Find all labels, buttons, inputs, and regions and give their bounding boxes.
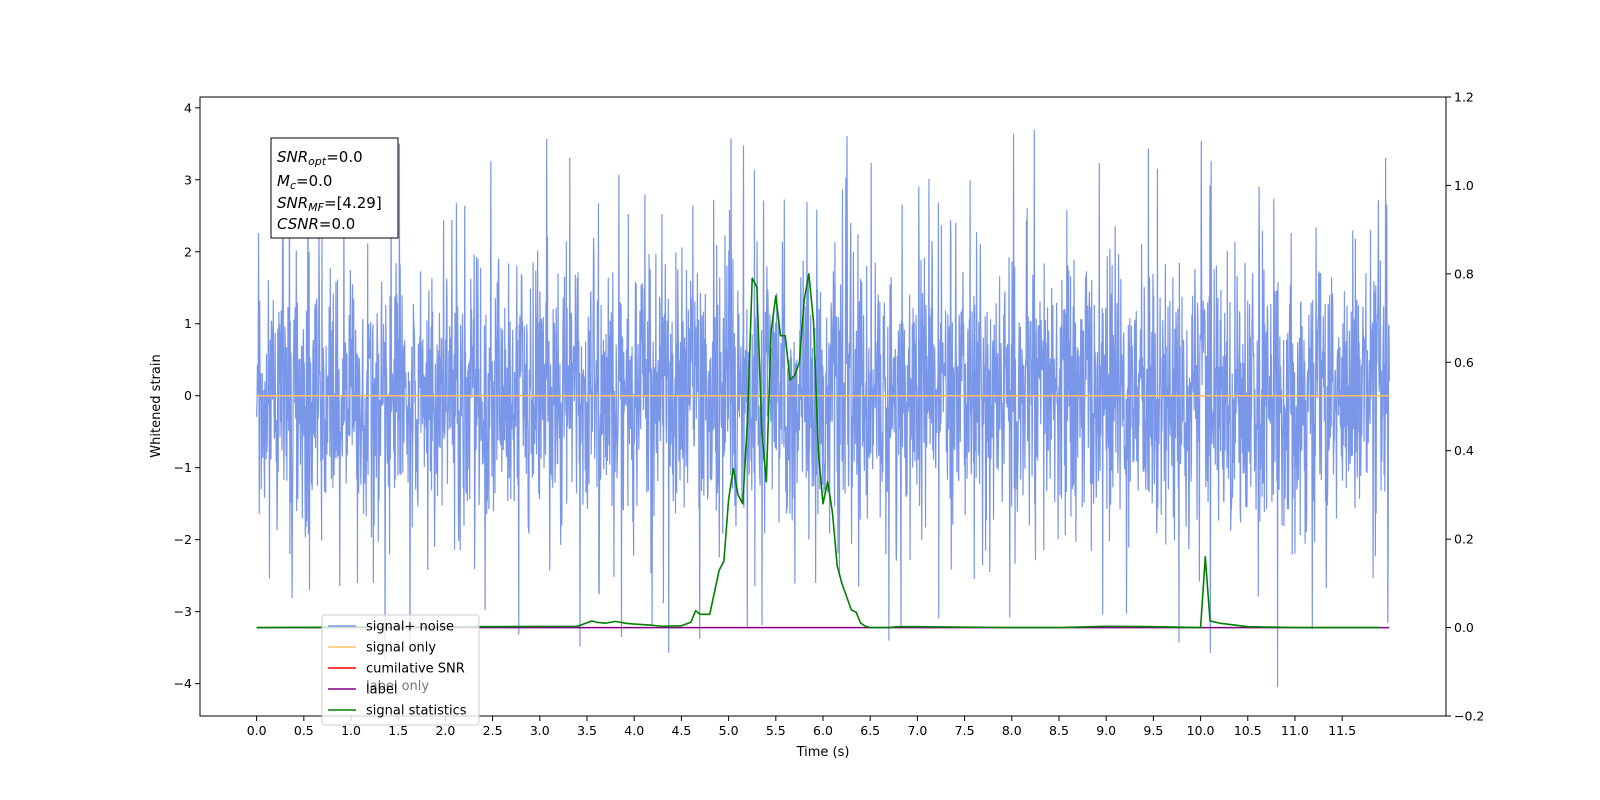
x-tick-label: 3.0 xyxy=(530,723,550,738)
x-tick-label: 2.0 xyxy=(435,723,455,738)
stats-line-snr-opt: SNRopt=0.0 xyxy=(277,148,363,168)
x-axis-label: Time (s) xyxy=(796,745,850,760)
stats-line-mc: Mc=0.0 xyxy=(277,172,332,192)
stats-line-snr-mf: SNRMF=[4.29] xyxy=(277,194,382,214)
x-tick-label: 8.5 xyxy=(1049,723,1069,738)
legend: label only signal+ noise signal only cumil… xyxy=(321,614,480,726)
legend-label: signal+ noise xyxy=(366,620,454,635)
legend-hidden-text: label only xyxy=(366,679,429,694)
y-right-tick-label: 0.6 xyxy=(1454,355,1474,370)
signal-statistics-series xyxy=(256,273,1380,629)
y-left-tick-label: −1 xyxy=(174,460,192,475)
legend-label: signal statistics xyxy=(366,704,467,719)
y-left-tick-label: 1 xyxy=(184,316,192,331)
legend-label: signal only xyxy=(366,641,436,656)
y-left-tick-label: −4 xyxy=(174,676,192,691)
x-axis-ticks: 0.0 0.5 1.0 1.5 2.0 2.5 3.0 3.5 4.0 4.5 5.0 5.5 6.0 6… xyxy=(247,716,1356,738)
x-tick-label: 3.5 xyxy=(577,723,597,738)
y-left-tick-label: 3 xyxy=(184,172,192,187)
legend-label: label xyxy=(366,683,397,698)
stats-line-csnr: CSNR=0.0 xyxy=(277,215,355,233)
x-tick-label: 5.5 xyxy=(766,723,786,738)
x-tick-label: 11.0 xyxy=(1281,723,1309,738)
x-tick-label: 1.0 xyxy=(341,723,361,738)
y-left-tick-label: 2 xyxy=(184,244,192,259)
y-axis-label: Whitened strain xyxy=(149,354,164,457)
y-left-tick-label: 4 xyxy=(184,100,192,115)
x-tick-label: 9.0 xyxy=(1096,723,1116,738)
x-tick-label: 11.5 xyxy=(1328,723,1356,738)
x-tick-label: 6.5 xyxy=(860,723,880,738)
x-tick-label: 9.5 xyxy=(1143,723,1163,738)
y-left-tick-label: 0 xyxy=(184,388,192,403)
y-right-tick-label: 0.0 xyxy=(1454,620,1474,635)
y-right-tick-label: 0.2 xyxy=(1454,532,1474,547)
x-tick-label: 10.5 xyxy=(1234,723,1262,738)
legend-label: cumilative SNR xyxy=(366,662,465,677)
y-left-tick-label: −3 xyxy=(174,604,192,619)
x-tick-label: 2.5 xyxy=(483,723,503,738)
y-right-tick-label: 0.4 xyxy=(1454,443,1474,458)
x-tick-label: 7.0 xyxy=(907,723,927,738)
y-right-tick-label: 1.2 xyxy=(1454,90,1474,105)
signal-noise-line xyxy=(256,130,1390,688)
x-tick-label: 1.5 xyxy=(388,723,408,738)
x-tick-label: 5.0 xyxy=(719,723,739,738)
signal-noise-series xyxy=(256,130,1390,688)
x-tick-label: 4.0 xyxy=(624,723,644,738)
y-right-tick-label: 0.8 xyxy=(1454,266,1474,281)
x-tick-label: 4.5 xyxy=(671,723,691,738)
stats-box: SNRopt=0.0 Mc=0.0 SNRMF=[4.29] CSNR=0.0 xyxy=(270,137,399,239)
y-right-tick-label: −0.2 xyxy=(1454,709,1484,724)
x-tick-label: 8.0 xyxy=(1002,723,1022,738)
y-left-tick-label: −2 xyxy=(174,532,192,547)
x-tick-label: 0.5 xyxy=(294,723,314,738)
x-tick-label: 6.0 xyxy=(813,723,833,738)
y-left-axis-ticks: −4 −3 −2 −1 0 1 2 3 4 xyxy=(174,100,200,691)
signal-statistics-line xyxy=(256,273,1380,629)
x-tick-label: 7.5 xyxy=(955,723,975,738)
x-tick-label: 10.0 xyxy=(1187,723,1215,738)
x-tick-label: 0.0 xyxy=(247,723,267,738)
y-right-tick-label: 1.0 xyxy=(1454,178,1474,193)
y-right-axis-ticks: −0.2 0.0 0.2 0.4 0.6 0.8 1.0 1.2 xyxy=(1446,90,1484,724)
